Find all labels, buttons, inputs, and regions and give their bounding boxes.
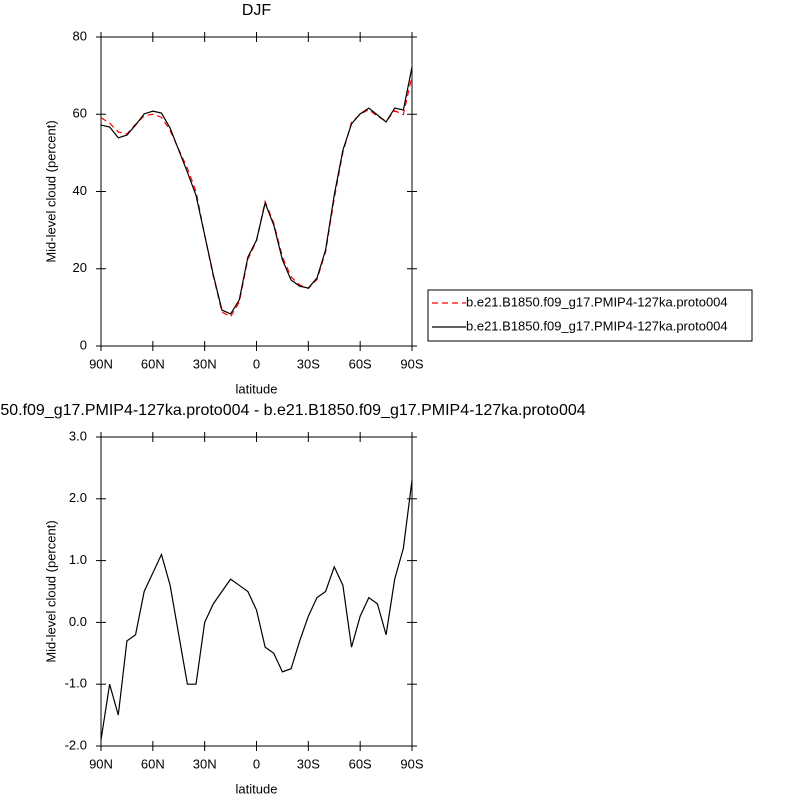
y-tick-label: 2.0: [69, 490, 87, 505]
x-tick-label: 30S: [297, 756, 320, 771]
x-tick-label: 30N: [193, 356, 217, 371]
x-tick-label: 90S: [400, 356, 423, 371]
data-line: [100, 67, 413, 315]
x-tick-label: 60S: [349, 756, 372, 771]
y-tick-label: 1.0: [69, 552, 87, 567]
y-tick-label: 20: [73, 260, 87, 275]
legend-box: [427, 289, 753, 342]
y-tick-label: 40: [73, 183, 87, 198]
x-axis-label: latitude: [236, 781, 278, 796]
x-axis-label: latitude: [236, 381, 278, 396]
x-tick-label: 30S: [297, 356, 320, 371]
y-tick-label: 60: [73, 106, 87, 121]
y-tick-label: 0: [80, 337, 87, 352]
chart-title: b.e21.B1850.f09_g17.PMIP4-127ka.proto004…: [0, 402, 586, 419]
x-tick-label: 90N: [89, 756, 113, 771]
x-tick-label: 0: [253, 356, 260, 371]
y-tick-label: 0.0: [69, 614, 87, 629]
legend-label: b.e21.B1850.f09_g17.PMIP4-127ka.proto004: [466, 294, 728, 309]
x-tick-label: 60N: [141, 356, 165, 371]
plot-frame: [100, 436, 413, 747]
x-tick-label: 60S: [349, 356, 372, 371]
x-tick-label: 90N: [89, 356, 113, 371]
y-tick-label: 3.0: [69, 428, 87, 443]
plot-frame: [100, 36, 413, 347]
x-tick-label: 0: [253, 756, 260, 771]
x-tick-label: 90S: [400, 756, 423, 771]
x-tick-label: 60N: [141, 756, 165, 771]
y-axis-label: Mid-level cloud (percent): [43, 120, 58, 262]
y-tick-label: 80: [73, 28, 87, 43]
y-axis-label: Mid-level cloud (percent): [43, 520, 58, 662]
y-tick-label: -2.0: [65, 737, 87, 752]
x-tick-label: 30N: [193, 756, 217, 771]
chart-title: DJF: [242, 2, 272, 19]
data-line: [100, 480, 413, 740]
legend-label: b.e21.B1850.f09_g17.PMIP4-127ka.proto004: [466, 318, 728, 333]
y-tick-label: -1.0: [65, 676, 87, 691]
